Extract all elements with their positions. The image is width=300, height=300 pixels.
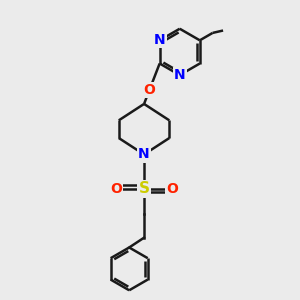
Text: S: S [139,181,150,196]
Text: N: N [174,68,185,82]
Text: N: N [154,33,166,47]
Text: O: O [167,182,178,196]
Text: O: O [110,182,122,196]
Text: O: O [144,83,155,97]
Text: N: N [138,148,150,161]
